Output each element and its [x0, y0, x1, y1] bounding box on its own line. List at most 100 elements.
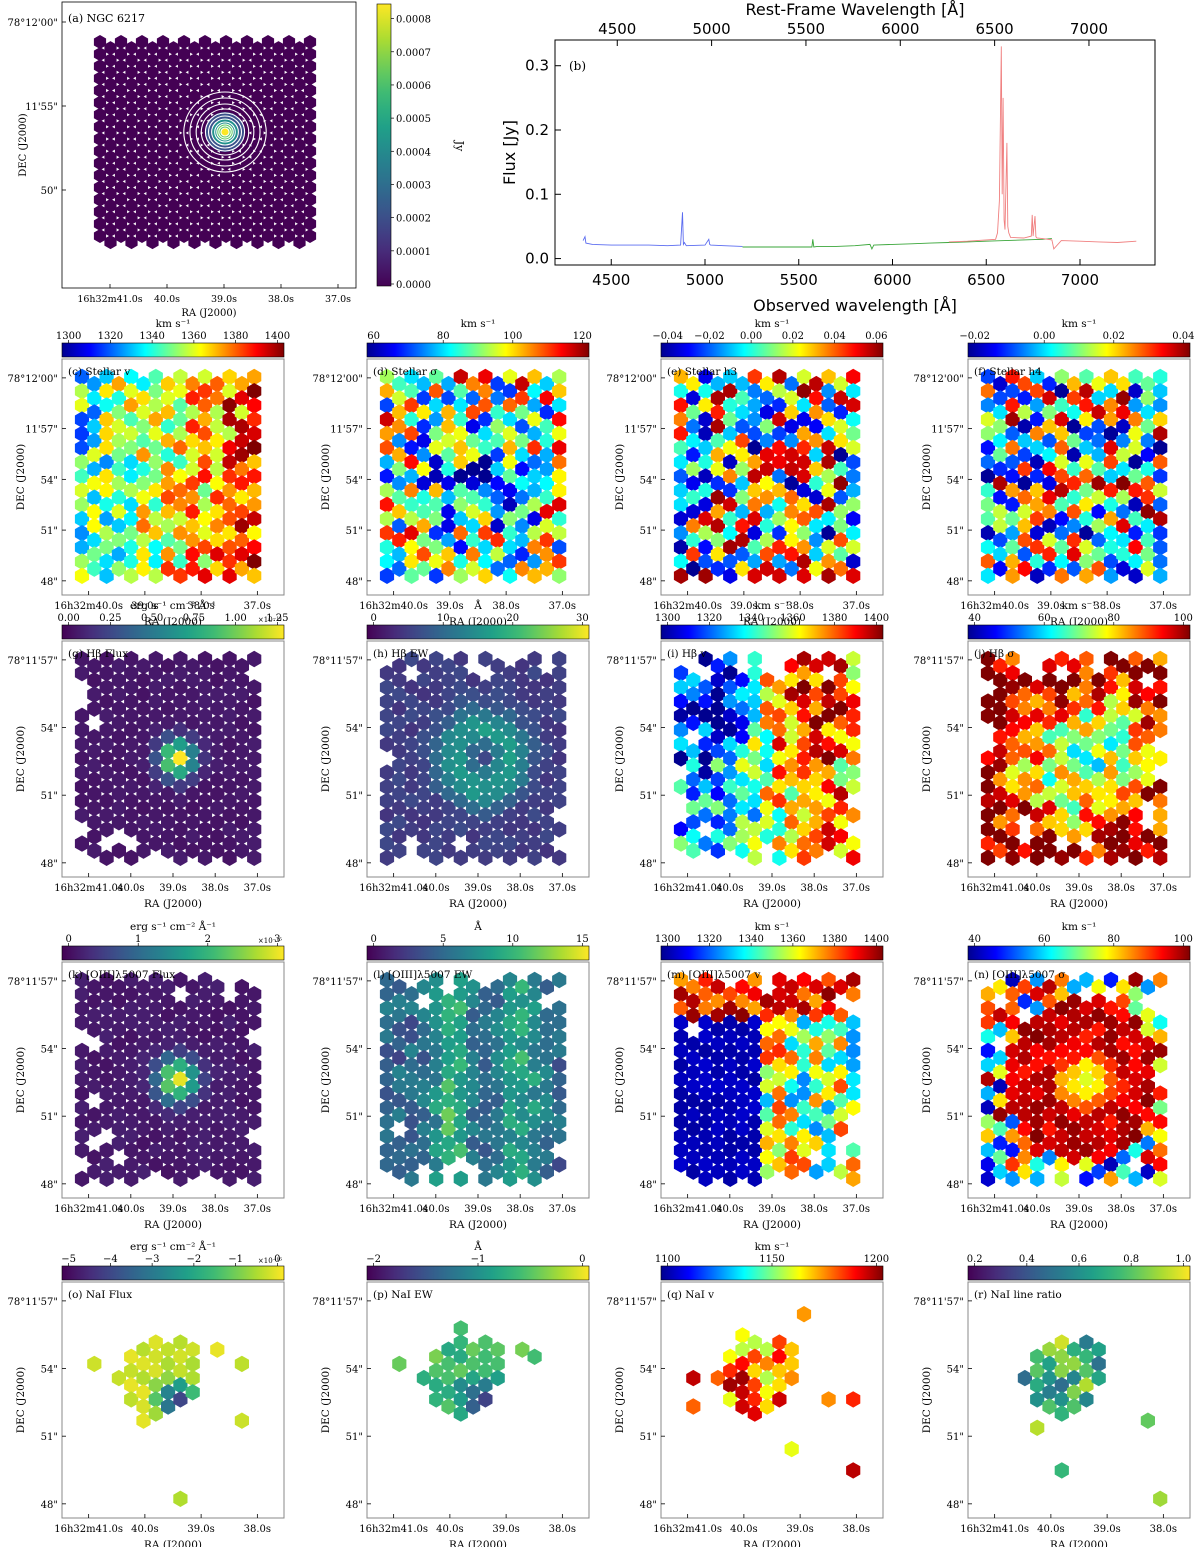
- data-cell: [173, 411, 188, 428]
- data-cell: [993, 785, 1008, 803]
- data-cell: [404, 1071, 419, 1088]
- panel-title: (q) NaI v: [667, 1289, 714, 1301]
- data-cell: [772, 1391, 787, 1408]
- data-cell: [1042, 1092, 1057, 1109]
- data-cell: [261, 144, 275, 159]
- data-cell: [1103, 482, 1119, 499]
- data-cell: [796, 986, 812, 1003]
- data-cell: [392, 532, 407, 549]
- data-cell: [222, 397, 237, 414]
- data-cell: [441, 700, 456, 717]
- data-cell: [1005, 368, 1020, 386]
- data-cell: [502, 454, 518, 471]
- colorbar-tick-label: 0.4: [1019, 1254, 1035, 1265]
- data-cell: [210, 728, 225, 746]
- data-cell: [466, 503, 481, 521]
- data-cell: [136, 993, 151, 1010]
- data-cell: [796, 835, 812, 852]
- data-cell: [502, 764, 518, 781]
- data-cell: [261, 35, 275, 49]
- data-cell: [1030, 454, 1045, 471]
- data-cell: [1079, 468, 1094, 485]
- data-cell: [1079, 1348, 1094, 1365]
- data-cell: [466, 757, 481, 774]
- data-cell: [478, 1014, 493, 1031]
- data-cell: [167, 65, 180, 80]
- data-cell: [1153, 510, 1168, 528]
- data-cell: [416, 517, 431, 535]
- data-cell: [673, 468, 689, 485]
- data-cell: [747, 1334, 762, 1351]
- data-cell: [429, 539, 444, 556]
- data-cell: [167, 235, 180, 250]
- data-cell: [502, 439, 518, 457]
- data-cell: [1030, 750, 1045, 767]
- data-cell: [527, 736, 542, 753]
- data-cell: [1116, 1092, 1131, 1109]
- data-cell: [111, 1163, 126, 1180]
- data-cell: [148, 525, 163, 542]
- data-cell: [209, 186, 222, 201]
- data-cell: [1017, 672, 1032, 689]
- data-cell: [197, 567, 213, 584]
- data-cell: [209, 222, 222, 237]
- data-cell: [515, 475, 530, 492]
- data-cell: [404, 567, 419, 584]
- data-cell: [747, 1156, 762, 1173]
- data-cell: [502, 1071, 518, 1088]
- data-cell: [1042, 1021, 1057, 1038]
- data-cell: [1128, 792, 1143, 810]
- data-cell: [527, 750, 542, 767]
- data-cell: [772, 821, 787, 838]
- data-cell: [185, 1092, 200, 1109]
- data-cell: [1017, 503, 1032, 521]
- panel-title: (e) Stellar h3: [667, 366, 737, 378]
- data-cell: [723, 764, 738, 781]
- data-cell: [698, 425, 713, 442]
- data-cell: [686, 842, 701, 859]
- data-cell: [124, 1377, 139, 1394]
- data-cell: [686, 1369, 701, 1387]
- data-cell: [1030, 1042, 1045, 1060]
- data-cell: [980, 986, 996, 1003]
- x-tick-label: 38.0s: [786, 601, 813, 612]
- data-cell: [673, 383, 689, 400]
- data-cell: [1140, 1035, 1155, 1053]
- data-cell: [282, 95, 296, 110]
- data-cell: [429, 665, 444, 682]
- data-cell: [809, 757, 824, 774]
- data-cell: [404, 411, 419, 428]
- data-cell: [441, 785, 456, 803]
- y-tick-label: 78°11'57": [312, 656, 363, 667]
- data-cell: [251, 125, 264, 140]
- data-cell: [993, 475, 1008, 492]
- data-cell: [173, 1113, 188, 1131]
- data-cell: [136, 475, 151, 492]
- data-cell: [234, 1412, 249, 1429]
- data-cell: [379, 553, 395, 570]
- data-cell: [111, 714, 126, 732]
- data-cell: [219, 83, 233, 98]
- data-cell: [796, 1071, 812, 1088]
- data-cell: [1116, 686, 1131, 703]
- data-cell: [673, 971, 689, 989]
- data-cell: [240, 144, 254, 159]
- data-cell: [478, 693, 493, 710]
- data-cell: [710, 446, 725, 464]
- data-cell: [796, 1156, 812, 1173]
- data-cell: [251, 198, 264, 213]
- data-cell: [104, 101, 117, 116]
- data-cell: [673, 1156, 689, 1173]
- data-cell: [74, 383, 90, 400]
- data-cell: [198, 192, 212, 207]
- data-cell: [735, 1384, 750, 1401]
- data-cell: [796, 1057, 812, 1074]
- x-tick-label: 40.0s: [436, 1524, 463, 1535]
- data-cell: [502, 397, 518, 414]
- data-cell: [74, 750, 90, 767]
- data-cell: [796, 971, 812, 989]
- data-cell: [124, 1057, 139, 1074]
- y-tick-label: 54": [947, 1365, 964, 1376]
- data-cell: [177, 229, 191, 243]
- data-cell: [167, 89, 180, 104]
